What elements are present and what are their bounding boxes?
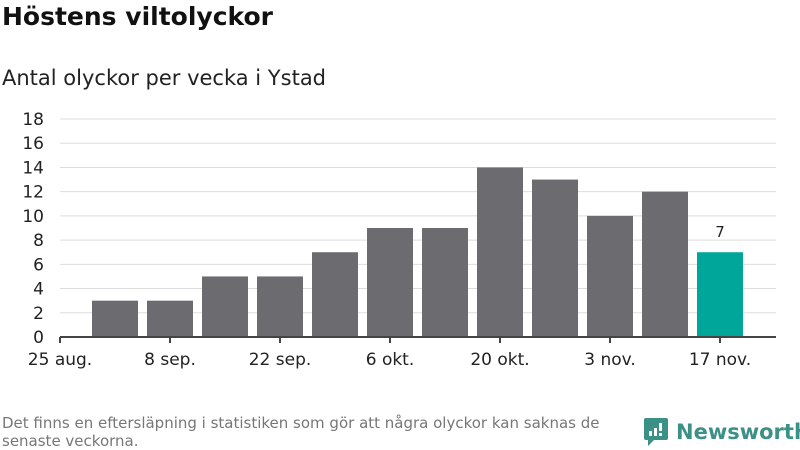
y-tick-label: 4: [33, 280, 44, 300]
bar: [697, 252, 743, 337]
data-label: 7: [715, 223, 725, 241]
bar-chart: 0 2 4 6 8 10 12 14 16 18 7 25 aug. 8 sep. 22 sep. 6 ok…: [22, 110, 776, 370]
x-tick-label: 6 okt.: [366, 350, 415, 370]
bar: [312, 252, 358, 337]
chart-bubble-icon: [644, 418, 668, 446]
footnote: Det finns en eftersläpning i statistiken…: [2, 414, 600, 450]
bar: [202, 276, 248, 337]
y-tick-label: 12: [22, 183, 44, 203]
bar: [92, 300, 138, 337]
x-tick-label: 20 okt.: [470, 350, 529, 370]
y-tick-label: 6: [33, 255, 44, 275]
x-tick-label: 3 nov.: [584, 350, 636, 370]
chart-subtitle: Antal olyckor per vecka i Ystad: [2, 66, 327, 90]
bar: [257, 276, 303, 337]
bar: [367, 228, 413, 337]
x-tick-label: 22 sep.: [249, 350, 312, 370]
x-tick-label: 25 aug.: [28, 350, 92, 370]
y-tick-label: 8: [33, 231, 44, 251]
y-tick-label: 0: [33, 328, 44, 348]
chart-title: Höstens viltolyckor: [2, 2, 273, 31]
x-tick-label: 8 sep.: [144, 350, 196, 370]
bar: [642, 191, 688, 337]
bar: [477, 167, 523, 337]
bar: [587, 215, 633, 337]
y-tick-label: 2: [33, 304, 44, 324]
bar: [147, 300, 193, 337]
y-tick-label: 14: [22, 158, 44, 178]
logo-text: Newsworthy: [676, 420, 800, 444]
y-tick-label: 18: [22, 110, 44, 130]
x-tick-label: 17 nov.: [689, 350, 751, 370]
y-tick-label: 16: [22, 134, 44, 154]
bar: [422, 228, 468, 337]
bar: [532, 179, 578, 337]
newsworthy-logo: Newsworthy: [644, 418, 800, 446]
y-tick-label: 10: [22, 207, 44, 227]
